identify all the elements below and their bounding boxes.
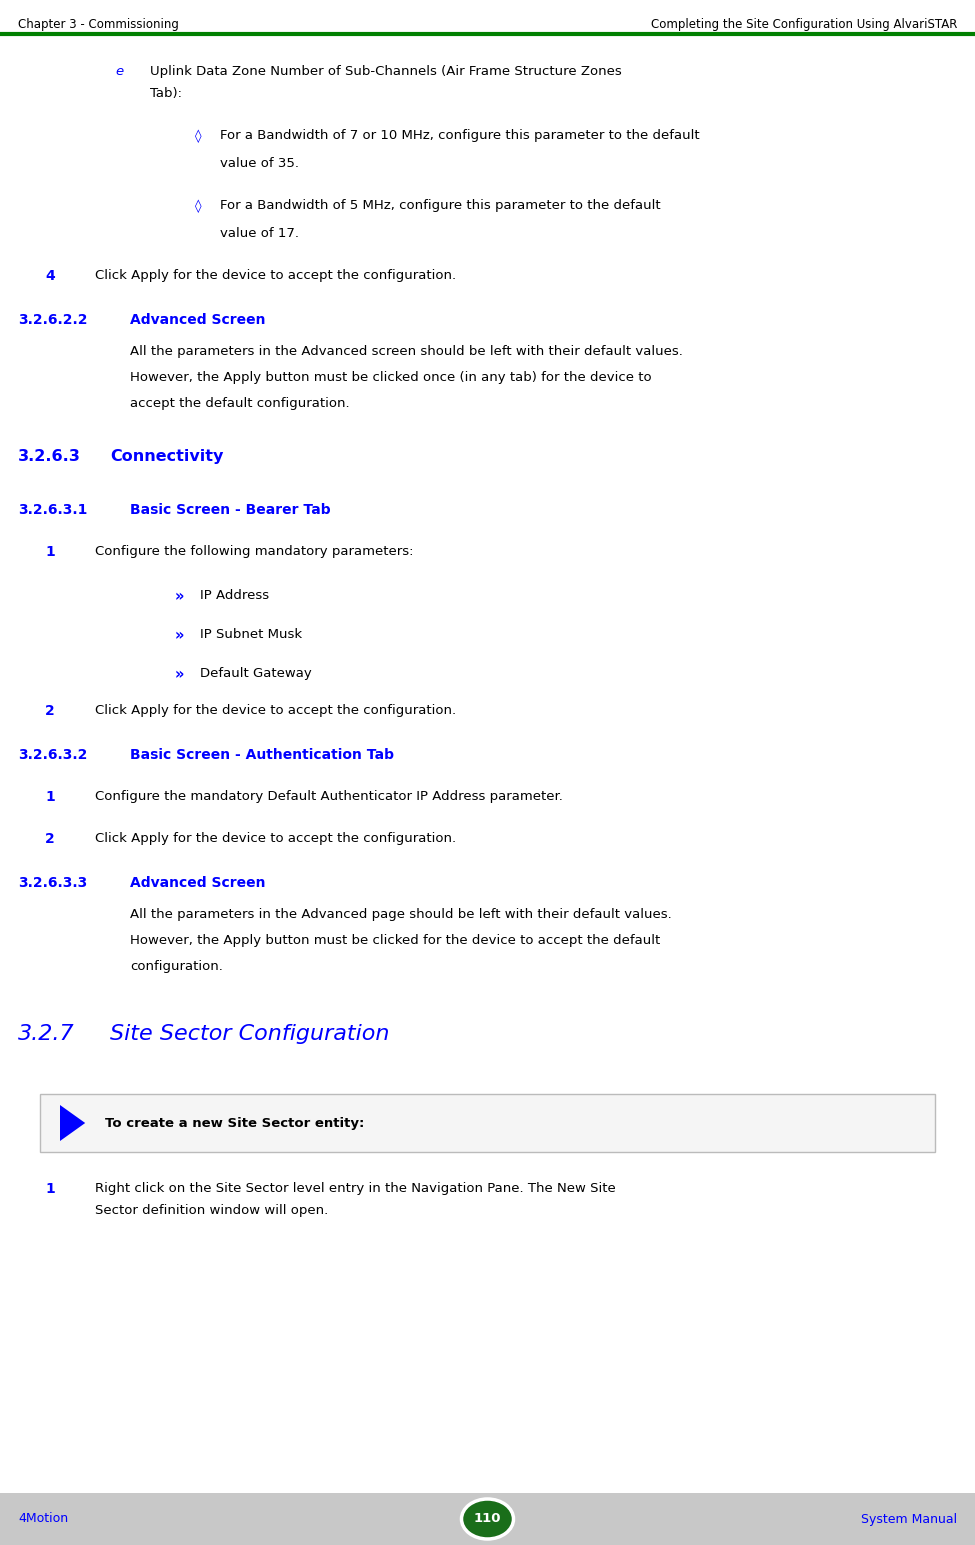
Text: 2: 2 xyxy=(45,705,55,718)
Text: 3.2.6.3: 3.2.6.3 xyxy=(18,450,81,464)
Text: IP Address: IP Address xyxy=(200,589,269,603)
Ellipse shape xyxy=(461,1499,514,1539)
Text: Basic Screen - Bearer Tab: Basic Screen - Bearer Tab xyxy=(130,504,331,518)
Text: value of 17.: value of 17. xyxy=(220,227,299,239)
Text: Click Apply for the device to accept the configuration.: Click Apply for the device to accept the… xyxy=(95,705,456,717)
Text: e: e xyxy=(115,65,123,77)
Text: Advanced Screen: Advanced Screen xyxy=(130,876,265,890)
Text: 1: 1 xyxy=(45,789,55,803)
Text: Configure the following mandatory parameters:: Configure the following mandatory parame… xyxy=(95,545,413,558)
Text: Connectivity: Connectivity xyxy=(110,450,223,464)
Text: Configure the mandatory Default Authenticator IP Address parameter.: Configure the mandatory Default Authenti… xyxy=(95,789,563,803)
Text: 4Motion: 4Motion xyxy=(18,1513,68,1525)
Text: 3.2.6.3.2: 3.2.6.3.2 xyxy=(18,748,88,762)
Bar xyxy=(40,1094,935,1153)
Text: configuration.: configuration. xyxy=(130,959,223,973)
Text: All the parameters in the Advanced screen should be left with their default valu: All the parameters in the Advanced scree… xyxy=(130,345,682,358)
Text: For a Bandwidth of 5 MHz, configure this parameter to the default: For a Bandwidth of 5 MHz, configure this… xyxy=(220,199,661,212)
Text: Site Sector Configuration: Site Sector Configuration xyxy=(110,1024,389,1044)
Text: 3.2.6.3.1: 3.2.6.3.1 xyxy=(18,504,88,518)
Text: 3.2.6.2.2: 3.2.6.2.2 xyxy=(18,314,88,328)
Text: »: » xyxy=(175,627,184,643)
Text: »: » xyxy=(175,667,184,681)
Text: Click Apply for the device to accept the configuration.: Click Apply for the device to accept the… xyxy=(95,833,456,845)
Text: 4: 4 xyxy=(45,269,55,283)
Text: To create a new Site Sector entity:: To create a new Site Sector entity: xyxy=(105,1117,365,1129)
Text: 3.2.7: 3.2.7 xyxy=(18,1024,75,1044)
Text: 2: 2 xyxy=(45,833,55,847)
Text: Sector definition window will open.: Sector definition window will open. xyxy=(95,1204,329,1217)
Text: Advanced Screen: Advanced Screen xyxy=(130,314,265,328)
Text: Uplink Data Zone Number of Sub-Channels (Air Frame Structure Zones: Uplink Data Zone Number of Sub-Channels … xyxy=(150,65,622,77)
Text: System Manual: System Manual xyxy=(861,1513,957,1525)
Text: However, the Apply button must be clicked once (in any tab) for the device to: However, the Apply button must be clicke… xyxy=(130,371,651,385)
Text: Default Gateway: Default Gateway xyxy=(200,667,312,680)
Text: 3.2.6.3.3: 3.2.6.3.3 xyxy=(18,876,87,890)
Text: 1: 1 xyxy=(45,1182,55,1196)
Bar xyxy=(0,1492,975,1545)
Text: All the parameters in the Advanced page should be left with their default values: All the parameters in the Advanced page … xyxy=(130,908,672,921)
Polygon shape xyxy=(60,1105,85,1142)
Text: Click Apply for the device to accept the configuration.: Click Apply for the device to accept the… xyxy=(95,269,456,283)
Text: 110: 110 xyxy=(474,1513,501,1525)
Text: Tab):: Tab): xyxy=(150,87,182,100)
Text: Basic Screen - Authentication Tab: Basic Screen - Authentication Tab xyxy=(130,748,394,762)
Text: accept the default configuration.: accept the default configuration. xyxy=(130,397,350,409)
Text: Completing the Site Configuration Using AlvariSTAR: Completing the Site Configuration Using … xyxy=(650,19,957,31)
Text: ◊: ◊ xyxy=(195,128,202,142)
Text: Chapter 3 - Commissioning: Chapter 3 - Commissioning xyxy=(18,19,178,31)
Text: value of 35.: value of 35. xyxy=(220,158,299,170)
Text: »: » xyxy=(175,589,184,604)
Text: IP Subnet Musk: IP Subnet Musk xyxy=(200,627,302,641)
Text: For a Bandwidth of 7 or 10 MHz, configure this parameter to the default: For a Bandwidth of 7 or 10 MHz, configur… xyxy=(220,128,700,142)
Text: ◊: ◊ xyxy=(195,199,202,213)
Text: Right click on the Site Sector level entry in the Navigation Pane. The New Site: Right click on the Site Sector level ent… xyxy=(95,1182,616,1194)
Text: 1: 1 xyxy=(45,545,55,559)
Text: However, the Apply button must be clicked for the device to accept the default: However, the Apply button must be clicke… xyxy=(130,935,660,947)
